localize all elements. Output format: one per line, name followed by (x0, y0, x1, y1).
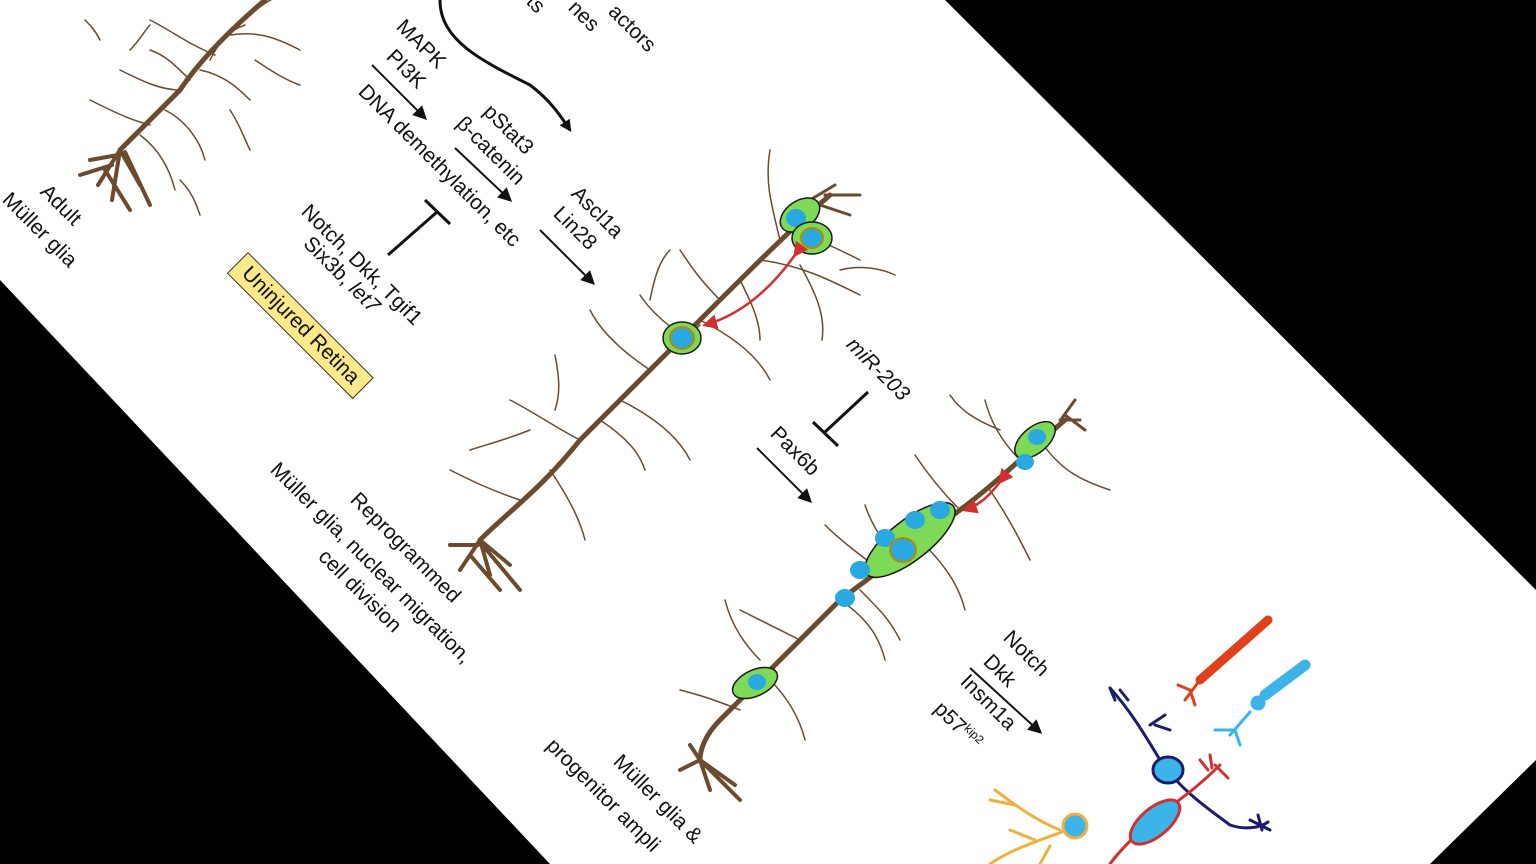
migration-arrow-2 (962, 467, 1014, 514)
inhibition-bar-1 (387, 198, 452, 257)
top-curved-arrow (438, 0, 572, 132)
arrow-mapk (371, 64, 427, 120)
arrow-pstat3 (454, 147, 513, 202)
bipolar-cell (1108, 686, 1272, 832)
arrow-notch (969, 667, 1043, 734)
amacrine-cell (1108, 753, 1230, 864)
cone-cell (1213, 659, 1311, 747)
rod-cell (1176, 615, 1273, 707)
adult-glia (78, 0, 301, 216)
migration-arrow-1 (702, 240, 809, 329)
ganglion-cell (988, 788, 1089, 864)
inhibition-bar-2 (811, 390, 870, 448)
arrow-ascl1a (539, 229, 595, 285)
amplification-cells (731, 420, 1056, 700)
arrow-pax6b (756, 447, 812, 503)
